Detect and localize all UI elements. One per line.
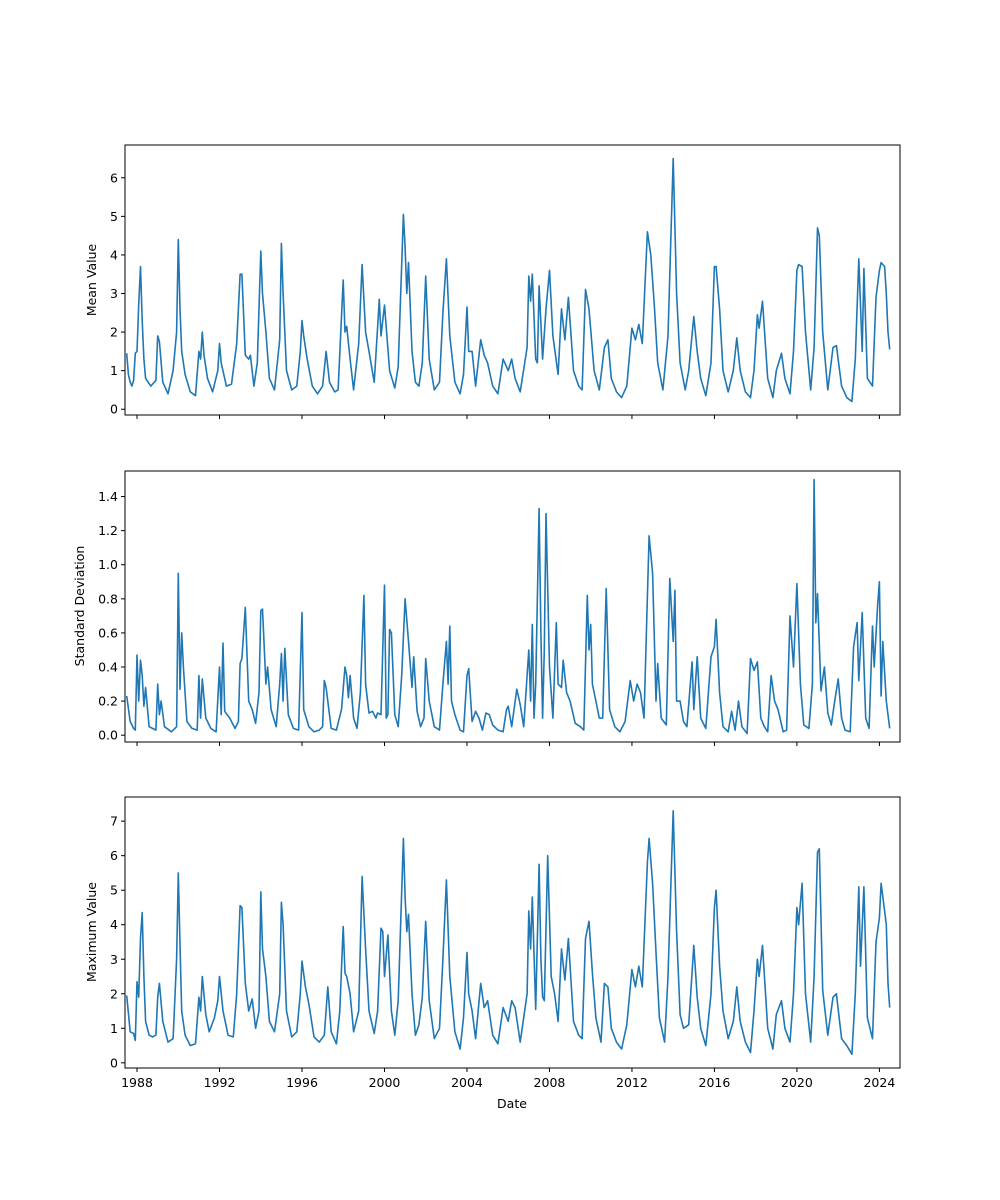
x-tick-label: 2004 <box>451 1075 483 1090</box>
std-y-tick-label: 0.4 <box>98 660 118 675</box>
max-y-tick-label: 4 <box>110 917 118 932</box>
std-series-line <box>125 478 891 735</box>
std-y-tick-label: 1.4 <box>98 489 118 504</box>
x-tick-label: 1992 <box>204 1075 236 1090</box>
max-y-tick-label: 5 <box>110 883 118 898</box>
mean-y-tick-label: 1 <box>110 363 118 378</box>
mean-y-tick-label: 4 <box>110 247 118 262</box>
mean-plot-frame <box>124 144 901 416</box>
std-y-tick-label: 1.0 <box>98 557 118 572</box>
x-axis-label: Date <box>497 1096 527 1111</box>
mean-value-ylabel: Mean Value <box>84 244 99 317</box>
mean-y-tick-label: 5 <box>110 209 118 224</box>
std-y-tick-label: 0.8 <box>98 591 118 606</box>
maximum-value-panel: Maximum Value 0 1 2 3 4 5 6 7 1988 1992 1996 2000 20… <box>84 796 901 1090</box>
mean-y-tick-label: 6 <box>110 170 118 185</box>
x-tick-label: 2000 <box>369 1075 401 1090</box>
mean-y-tick-label: 3 <box>110 286 118 301</box>
std-y-tick-label: 0.0 <box>98 728 118 743</box>
mean-series-line <box>125 157 891 403</box>
x-tick-label: 1996 <box>286 1075 318 1090</box>
mean-y-tick-label: 2 <box>110 325 118 340</box>
max-y-tick-label: 7 <box>110 814 118 829</box>
x-tick-label: 2016 <box>699 1075 731 1090</box>
standard-deviation-panel: Standard Deviation 0.0 0.2 0.4 0.6 0.8 1.0 1.2… <box>72 470 901 746</box>
maximum-value-ylabel: Maximum Value <box>84 882 99 982</box>
std-y-tick-label: 0.6 <box>98 625 118 640</box>
standard-deviation-ylabel: Standard Deviation <box>72 546 87 667</box>
max-y-tick-label: 2 <box>110 986 118 1001</box>
x-tick-label: 2012 <box>616 1075 648 1090</box>
std-y-tick-label: 1.2 <box>98 523 118 538</box>
max-series-line <box>125 810 891 1055</box>
max-y-tick-label: 3 <box>110 952 118 967</box>
mean-y-tick-label: 0 <box>110 402 118 417</box>
mean-value-panel: Mean Value 0 1 2 3 4 5 6 <box>84 144 901 419</box>
max-y-tick-label: 1 <box>110 1021 118 1036</box>
x-tick-label: 1988 <box>121 1075 153 1090</box>
std-plot-frame <box>124 470 901 743</box>
std-y-tick-label: 0.2 <box>98 694 118 709</box>
x-tick-label: 2020 <box>781 1075 813 1090</box>
max-plot-frame <box>124 796 901 1069</box>
x-tick-label: 2008 <box>534 1075 566 1090</box>
x-tick-label: 2024 <box>863 1075 895 1090</box>
max-y-tick-label: 0 <box>110 1055 118 1070</box>
max-y-tick-label: 6 <box>110 848 118 863</box>
